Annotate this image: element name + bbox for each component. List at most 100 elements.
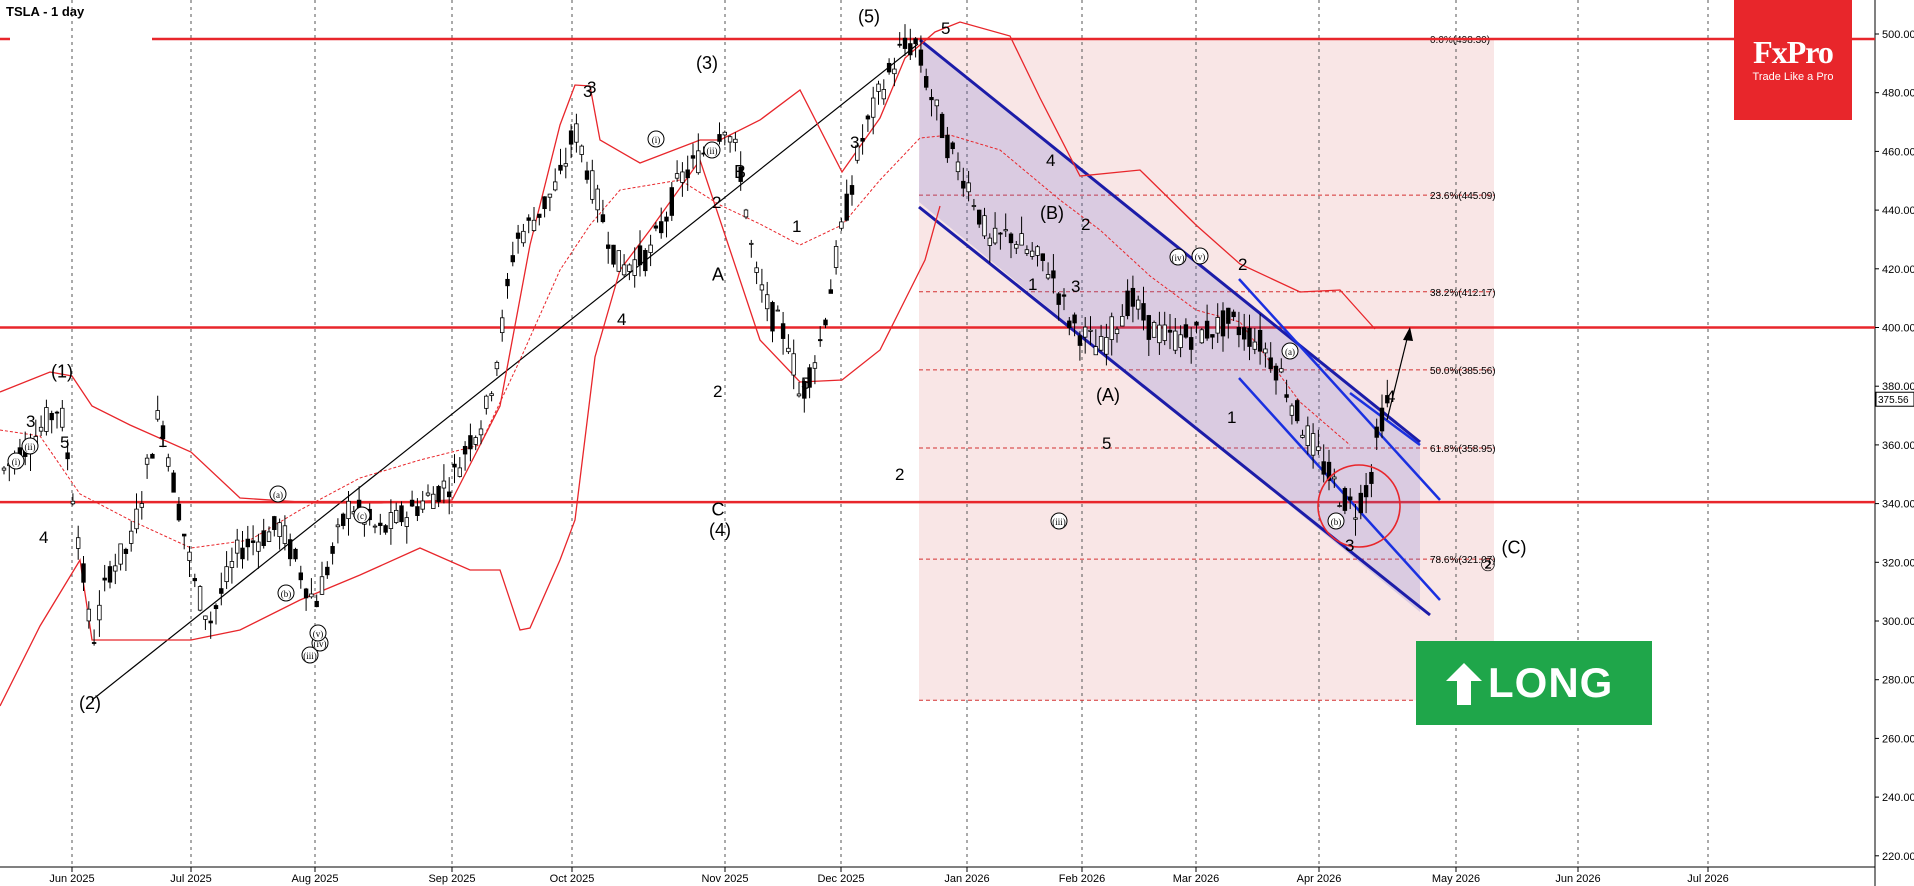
candle-body [1300,434,1305,438]
candle-body [1310,433,1316,456]
candle-body [1358,492,1363,514]
candle-body [452,463,457,468]
subwave-label: (ii) [707,146,718,156]
projection-arrow [1386,334,1409,421]
subwave-circle [1191,247,1209,265]
y-tick-label: 360.00 [1882,440,1914,452]
candle-body [1035,246,1040,256]
candle-body [1178,334,1183,348]
subwave-label: (b) [1331,517,1342,527]
candle-body [987,237,992,246]
candle-body [1093,346,1098,356]
candle-body [515,232,521,239]
candle-body [1167,329,1173,333]
candle-body [38,426,44,432]
x-tick-label: May 2026 [1432,873,1480,885]
candle-body [123,548,129,554]
candle-body [457,467,462,477]
candle-body [309,593,314,598]
fib-level-label: 38.2%(412.17) [1430,288,1496,299]
candle-body [60,407,65,428]
candle-body [1379,407,1385,432]
candle-body [892,68,897,75]
candle-body [547,193,553,198]
y-tick-label: 340.00 [1882,499,1914,511]
candle-body [865,115,871,120]
candle-body [287,539,293,560]
candle-body [128,530,134,544]
candle-body [765,294,770,310]
candle-body [319,576,325,595]
wave-number: 2 [1238,255,1247,274]
x-tick-label: Jul 2025 [170,873,212,885]
candle-body [245,538,250,548]
wave-number: 4 [39,528,48,547]
candle-body [1199,329,1204,344]
candle-body [1326,461,1332,481]
candle-body [1295,400,1300,422]
candle-body [192,578,197,582]
candle-body [314,600,319,608]
wave-number: 3 [1345,536,1354,555]
candle-body [1268,357,1273,370]
subwave-circle [703,141,721,159]
subwave-circle [309,624,327,642]
candle-body [44,407,49,432]
candle-body [431,493,436,509]
candle-body [595,188,600,211]
candle-body [531,219,537,231]
subwave-label: (i) [652,135,661,145]
bollinger-upper [0,21,1376,504]
candle-body [388,512,394,529]
candle-body [425,492,431,496]
candle-body [282,525,288,544]
candle-body [1104,337,1109,355]
candle-body [717,134,722,142]
candle-body [1363,485,1369,498]
candle-body [1332,476,1337,480]
candle-body [166,457,171,467]
candle-body [886,62,892,73]
candle-body [1305,425,1310,446]
uptrend-line [91,43,919,701]
x-tick-label: Feb 2026 [1059,873,1105,885]
subwave-circle [647,130,665,148]
candle-body [1210,334,1215,338]
candle-body [897,43,902,46]
wave-number: 4 [1046,151,1055,170]
candle-body [1385,395,1390,404]
candle-body [76,537,81,549]
candle-body [1189,337,1194,350]
candle-body [855,145,860,161]
subwave-circle [1327,512,1345,530]
x-tick-label: Jun 2025 [49,873,94,885]
candle-body [924,76,929,88]
candle-body [478,428,484,436]
candle-body [727,136,733,143]
candle-body [272,516,277,530]
subwave-label: (ii) [25,442,36,452]
wave-number: 3 [850,133,859,152]
candle-body [1337,505,1342,507]
candle-body [1194,321,1199,326]
candle-body [839,221,844,229]
candle-body [1024,249,1030,254]
candle-body [775,309,780,312]
y-tick-label: 480.00 [1882,88,1914,100]
candle-body [150,453,155,459]
candle-body [208,620,213,624]
candle-body [1146,315,1151,340]
candle-body [818,339,823,342]
candle-body [733,138,738,143]
wave-number: 1 [1028,275,1037,294]
candle-body [1321,461,1326,475]
candle-body [1289,405,1295,416]
wave-number: 1 [792,217,801,236]
candle-body [685,169,690,179]
subwave-circle [1050,512,1068,530]
wave-number: 1 [158,432,167,451]
candle-body [293,548,298,560]
subwave-label: (iv) [314,639,327,649]
candle-body [696,150,701,174]
candle-body [743,209,749,218]
